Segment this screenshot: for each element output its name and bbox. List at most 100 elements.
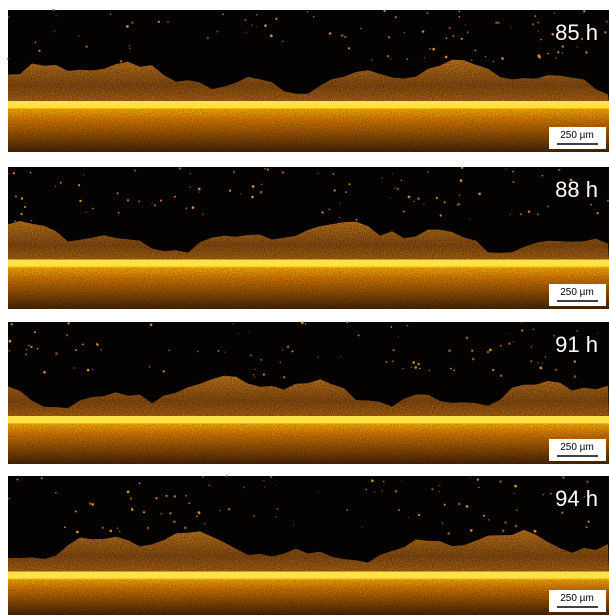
speckle xyxy=(427,170,429,173)
speckle xyxy=(471,357,475,361)
speckle xyxy=(411,366,412,368)
speckle xyxy=(85,211,87,213)
speckle xyxy=(402,368,404,370)
scale-bar-label: 250 µm xyxy=(560,442,594,453)
speckle xyxy=(131,508,134,512)
speckle xyxy=(442,57,444,59)
micrograph-panel: 85 h 250 µm xyxy=(7,9,609,152)
speckle xyxy=(397,508,401,512)
substrate-texture xyxy=(8,424,609,464)
speckle xyxy=(499,374,503,377)
speckle xyxy=(249,354,252,357)
speckle xyxy=(561,52,564,54)
speckle xyxy=(218,509,221,512)
speckle xyxy=(392,173,394,175)
speckle xyxy=(292,524,294,526)
speckle xyxy=(585,526,588,528)
speckle xyxy=(251,195,254,199)
speckle xyxy=(118,211,120,214)
speckle xyxy=(346,321,349,324)
speckle xyxy=(542,493,545,496)
speckle xyxy=(78,35,80,37)
speckle xyxy=(587,520,590,523)
speckle xyxy=(574,191,578,194)
speckle xyxy=(333,189,336,192)
speckle xyxy=(487,518,490,521)
speckle xyxy=(189,172,191,175)
speckle xyxy=(429,47,432,50)
speckle xyxy=(428,369,430,371)
scale-bar-label: 250 µm xyxy=(560,593,594,604)
speckle xyxy=(252,374,255,376)
speckle xyxy=(149,323,153,327)
speckle xyxy=(540,38,542,41)
speckle xyxy=(383,9,386,12)
speckle xyxy=(553,12,556,14)
speckle xyxy=(509,213,511,215)
speckle xyxy=(365,488,368,491)
speckle xyxy=(558,168,561,172)
speckle xyxy=(390,326,393,328)
speckle xyxy=(500,344,502,347)
speckle xyxy=(91,369,94,371)
time-label: 91 h xyxy=(555,332,598,357)
speckle xyxy=(73,367,75,369)
speckle xyxy=(562,476,565,479)
speckle xyxy=(165,494,168,497)
speckle xyxy=(355,218,358,221)
speckle xyxy=(167,21,169,23)
speckle xyxy=(345,191,347,193)
speckle xyxy=(557,51,560,54)
speckle xyxy=(188,502,190,504)
bright-line xyxy=(8,259,609,267)
speckle xyxy=(338,202,341,204)
speckle xyxy=(127,199,129,202)
speckle xyxy=(495,21,498,24)
speckle xyxy=(81,343,84,346)
speckle xyxy=(244,18,247,21)
speckle xyxy=(533,529,537,533)
time-label: 88 h xyxy=(555,177,598,202)
speckle xyxy=(443,201,446,204)
micrograph-panel: 94 h 250 µm xyxy=(8,475,609,615)
speckle xyxy=(417,197,420,201)
speckle xyxy=(385,360,388,363)
speckle xyxy=(453,369,455,372)
speckle xyxy=(237,333,239,335)
speckle xyxy=(512,180,515,184)
speckle xyxy=(228,508,231,511)
substrate-texture xyxy=(8,579,609,615)
speckle xyxy=(573,375,577,378)
speckle xyxy=(248,331,250,333)
speckle xyxy=(173,520,176,524)
speckle xyxy=(83,174,84,176)
speckle xyxy=(255,14,258,16)
micrograph-panel: 91 h 250 µm xyxy=(8,321,609,464)
time-label: 94 h xyxy=(555,486,598,511)
speckle xyxy=(606,199,609,202)
speckle xyxy=(391,360,394,363)
speckle xyxy=(30,219,33,222)
speckle xyxy=(501,529,505,533)
speckle xyxy=(8,339,12,343)
speckle xyxy=(16,478,19,481)
speckle xyxy=(604,31,607,34)
speckle xyxy=(532,23,535,26)
speckle xyxy=(504,521,507,524)
speckle xyxy=(168,349,171,352)
speckle xyxy=(396,187,399,191)
speckle xyxy=(306,11,308,13)
speckle xyxy=(191,206,195,209)
speckle xyxy=(458,16,461,18)
speckle xyxy=(474,49,477,52)
speckle xyxy=(142,511,146,514)
speckle xyxy=(423,203,425,205)
speckle xyxy=(452,34,455,37)
speckle xyxy=(85,45,88,48)
speckle xyxy=(407,195,411,199)
speckle xyxy=(489,348,492,352)
speckle xyxy=(174,494,176,497)
speckle xyxy=(228,189,232,192)
speckle xyxy=(89,502,92,505)
speckle xyxy=(412,361,416,364)
